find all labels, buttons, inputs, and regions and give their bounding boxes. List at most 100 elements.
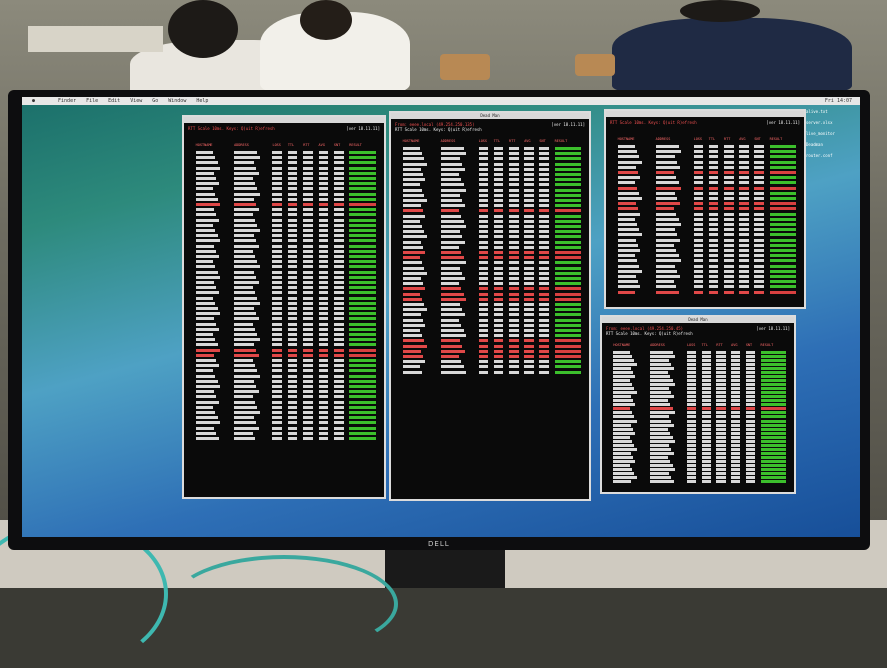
menu-item-file[interactable]: File — [86, 98, 99, 104]
table-cell — [287, 229, 298, 232]
result-bar — [760, 371, 787, 375]
table-cell — [318, 223, 329, 227]
table-cell — [617, 228, 640, 232]
result-bar — [554, 287, 582, 291]
table-cell — [754, 171, 764, 174]
desktop-file-icon[interactable]: alive.txt — [806, 109, 828, 114]
result-bar — [769, 275, 797, 278]
terminal-titlebar[interactable]: Dead Man — [391, 113, 589, 119]
table-cell — [509, 178, 519, 182]
table-cell — [402, 334, 422, 338]
table-cell — [693, 269, 704, 273]
table-cell — [402, 303, 425, 306]
table-cell — [318, 437, 329, 440]
desktop-file-icon[interactable]: server.xlsx — [806, 120, 833, 125]
table-cell — [234, 416, 254, 420]
table-cell — [303, 197, 313, 201]
table-cell — [731, 399, 741, 403]
table-cell — [478, 214, 489, 218]
table-cell — [303, 317, 313, 321]
table-cell — [402, 147, 420, 150]
table-cell — [686, 419, 697, 423]
table-cell — [402, 183, 420, 187]
table-cell — [655, 171, 674, 174]
table-row — [188, 265, 380, 269]
table-cell — [272, 348, 283, 352]
table-cell — [318, 333, 329, 336]
terminal-window-4[interactable]: Dead Man From: eeee.local (49.254.250.45)… — [600, 315, 796, 494]
result-bar — [349, 317, 377, 321]
table-cell — [524, 225, 534, 228]
table-cell — [195, 260, 213, 264]
desktop-file-icon[interactable]: Deadman — [806, 142, 823, 147]
table-cell — [524, 287, 534, 291]
table-cell — [754, 202, 764, 206]
table-cell — [440, 193, 461, 197]
result-bar — [349, 182, 377, 186]
column-header: LOSS — [686, 343, 696, 347]
table-cell — [478, 329, 489, 332]
table-cell — [724, 186, 734, 190]
table-cell — [303, 275, 313, 279]
menu-item-view[interactable]: View — [130, 98, 143, 104]
result-bar — [554, 313, 582, 317]
table-row — [395, 199, 585, 203]
table-cell — [493, 323, 504, 327]
table-cell — [693, 259, 704, 263]
table-cell — [272, 218, 283, 222]
table-cell — [318, 359, 329, 362]
table-cell — [701, 467, 711, 471]
table-cell — [509, 313, 519, 317]
table-cell — [754, 145, 764, 148]
menu-item-help[interactable]: Help — [196, 98, 209, 104]
table-cell — [195, 291, 219, 295]
table-cell — [287, 218, 298, 222]
desktop-file-icon[interactable]: live_monitor — [806, 131, 835, 136]
table-row — [395, 204, 585, 208]
column-header: SNT — [754, 137, 761, 141]
table-cell — [613, 407, 630, 411]
table-cell — [303, 260, 313, 264]
menu-item-window[interactable]: Window — [168, 98, 187, 104]
table-cell — [708, 290, 719, 294]
table-cell — [509, 204, 519, 208]
menu-item-go[interactable]: Go — [152, 98, 159, 104]
table-cell — [287, 166, 298, 170]
table-cell — [524, 349, 534, 353]
table-cell — [402, 344, 427, 348]
terminal-titlebar[interactable] — [184, 117, 384, 123]
table-cell — [287, 322, 298, 326]
table-cell — [333, 166, 344, 170]
menu-item-finder[interactable]: Finder — [58, 98, 77, 104]
table-cell — [731, 411, 741, 415]
result-bar — [760, 407, 787, 411]
table-cell — [539, 245, 549, 249]
result-bar — [349, 223, 377, 227]
desktop-file-icon[interactable]: router.conf — [806, 153, 833, 158]
table-cell — [739, 249, 749, 252]
table-cell — [524, 318, 534, 322]
column-header: RTT — [724, 137, 731, 141]
terminal-window-1[interactable]: RTT Scale 10ms. Keys: Q)uit R)efresh [ver… — [182, 115, 386, 499]
menu-item-edit[interactable]: Edit — [108, 98, 121, 104]
apple-icon[interactable]: ● — [32, 98, 36, 104]
table-cell — [613, 379, 630, 383]
table-cell — [493, 370, 504, 374]
result-bar — [760, 359, 787, 363]
table-cell — [754, 285, 764, 289]
result-bar — [554, 271, 582, 275]
terminal-window-3[interactable]: RTT Scale 10ms. Keys: Q)uit R)efresh [ver… — [604, 109, 806, 309]
table-row — [188, 156, 380, 160]
result-bar — [554, 245, 582, 249]
terminal-titlebar[interactable] — [606, 111, 804, 117]
table-cell — [716, 427, 726, 431]
table-cell — [716, 391, 726, 395]
table-row — [606, 415, 790, 419]
table-cell — [686, 379, 697, 383]
terminal-titlebar[interactable]: Dead Man — [602, 317, 794, 323]
table-cell — [524, 230, 534, 234]
table-row — [188, 327, 380, 332]
table-cell — [655, 160, 678, 164]
table-cell — [493, 183, 504, 187]
terminal-window-2[interactable]: Dead Man From: eeee.local (49.254.250.135… — [389, 111, 591, 501]
